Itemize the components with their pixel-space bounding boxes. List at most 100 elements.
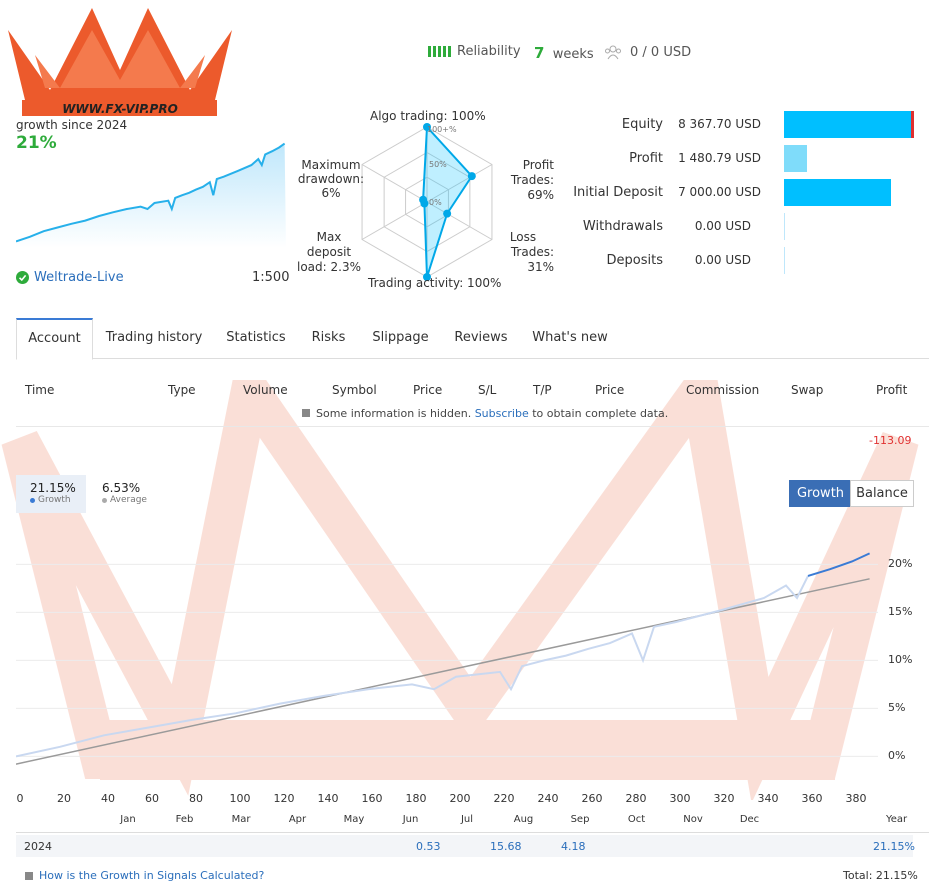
tab-account[interactable]: Account	[16, 318, 93, 360]
x-tick: 340	[757, 792, 779, 805]
radar-label-drawdown: Maximum drawdown: 6%	[297, 158, 365, 200]
tab-risks[interactable]: Risks	[311, 330, 346, 345]
tab-trading-history[interactable]: Trading history	[105, 330, 203, 345]
weeks-indicator: 7 weeks	[534, 44, 594, 62]
subscribers-value: 0 / 0 USD	[630, 44, 692, 60]
col-price[interactable]: Price	[413, 383, 443, 397]
growth-stat[interactable]: 21.15% Growth	[16, 475, 86, 513]
x-tick: 320	[713, 792, 735, 805]
year-jul-value: 15.68	[490, 840, 522, 853]
x-tick: 200	[449, 792, 471, 805]
col-price-close[interactable]: Price	[595, 383, 625, 397]
x-tick: 20	[57, 792, 71, 805]
x-tick: 100	[229, 792, 251, 805]
year-aug-value: 4.18	[561, 840, 586, 853]
withdrawals-label: Withdrawals	[582, 219, 663, 234]
x-tick: 80	[189, 792, 203, 805]
month-tick: Aug	[513, 814, 534, 825]
subscribers-icon	[605, 45, 621, 60]
broker-link[interactable]: Weltrade-Live	[34, 270, 124, 285]
col-time[interactable]: Time	[25, 383, 55, 397]
radar-scale-0: 0%	[429, 198, 442, 207]
growth-value: 21%	[16, 133, 57, 153]
year-jun-value: 0.53	[416, 840, 441, 853]
year-total-value: 21.15%	[873, 840, 915, 853]
radar-label-deposit-load: Max deposit load: 2.3%	[297, 230, 361, 274]
average-stat[interactable]: 6.53% Average	[88, 475, 158, 513]
help-link[interactable]: How is the Growth in Signals Calculated?	[39, 869, 265, 882]
lock-icon	[302, 409, 310, 417]
profit-bar	[784, 145, 808, 172]
profit-label: Profit	[629, 151, 663, 166]
month-tick: Jan	[120, 814, 136, 825]
radar-axis	[426, 164, 493, 203]
reliability-indicator[interactable]: Reliability	[428, 44, 521, 59]
x-tick: 280	[625, 792, 647, 805]
deposits-label: Deposits	[606, 253, 663, 268]
radar-label-profit: Profit Trades: 69%	[510, 158, 554, 202]
profit-value: 1 480.79 USD	[678, 151, 761, 165]
table-divider	[16, 426, 929, 427]
month-tick: May	[343, 814, 365, 825]
fx-vip-logo: WWW.FX-VIP.PRO	[8, 8, 232, 116]
year-row: 2024 0.53 15.68 4.18 21.15%	[16, 835, 915, 857]
month-tick: Feb	[175, 814, 194, 825]
radar-point-profit	[467, 172, 476, 181]
col-volume[interactable]: Volume	[243, 383, 288, 397]
col-swap[interactable]: Swap	[791, 383, 824, 397]
y-tick: 15%	[888, 605, 913, 619]
balance-button[interactable]: Balance	[850, 480, 914, 507]
average-dot-icon	[102, 497, 107, 503]
subscribe-link[interactable]: Subscribe	[474, 407, 529, 420]
radar-point-drawdown	[419, 195, 428, 204]
tab-slippage[interactable]: Slippage	[372, 330, 429, 345]
mini-growth-chart	[16, 142, 286, 248]
growth-stat-label: Growth	[38, 495, 71, 505]
growth-button[interactable]: Growth	[789, 480, 852, 507]
tab-bar: Account Trading history Statistics Risks…	[16, 318, 929, 360]
x-tick: 240	[537, 792, 559, 805]
x-tick: 140	[317, 792, 339, 805]
tab-reviews[interactable]: Reviews	[454, 330, 508, 345]
col-sl[interactable]: S/L	[478, 383, 497, 397]
year-label: 2024	[24, 840, 52, 853]
month-tick: Dec	[739, 814, 760, 825]
leverage-value: 1:500	[252, 270, 290, 285]
x-tick: 60	[145, 792, 159, 805]
y-tick: 10%	[888, 653, 913, 667]
month-tick: Apr	[288, 814, 307, 825]
tab-statistics[interactable]: Statistics	[226, 330, 286, 345]
tab-whats-new[interactable]: What's new	[532, 330, 608, 345]
weeks-label: weeks	[552, 47, 594, 62]
deposits-bar	[784, 247, 785, 274]
growth-line	[16, 575, 809, 758]
radar-axis	[426, 201, 493, 240]
x-tick: 180	[405, 792, 427, 805]
month-tick: Sep	[570, 814, 590, 825]
footer-total: Total: 21.15%	[843, 869, 918, 882]
radar-label-loss: Loss Trades: 31%	[509, 230, 554, 274]
subscribers-indicator: 0 / 0 USD	[604, 44, 691, 60]
average-stat-label: Average	[110, 495, 147, 505]
reliability-label: Reliability	[457, 44, 521, 59]
growth-since-label: growth since 2024	[16, 118, 128, 132]
month-tick: Nov	[683, 814, 703, 825]
broker-row[interactable]: Weltrade-Live	[16, 270, 124, 285]
x-tick: 300	[669, 792, 691, 805]
col-tp[interactable]: T/P	[533, 383, 552, 397]
radar-point-algo	[423, 123, 431, 131]
help-row[interactable]: How is the Growth in Signals Calculated?	[25, 869, 264, 882]
radar-chart: 100+% 50% 0%	[361, 123, 493, 281]
profit-total: -113.09	[869, 434, 912, 447]
radar-label-algo: Algo trading: 100%	[370, 109, 486, 123]
month-tick: Mar	[231, 814, 251, 825]
info-icon	[25, 871, 33, 880]
col-commission[interactable]: Commission	[686, 383, 760, 397]
col-type[interactable]: Type	[168, 383, 196, 397]
year-divider	[16, 832, 929, 833]
growth-dot-icon	[30, 497, 35, 503]
col-symbol[interactable]: Symbol	[332, 383, 377, 397]
x-tick: 0	[16, 792, 24, 805]
logo-text: WWW.FX-VIP.PRO	[62, 102, 178, 116]
col-profit[interactable]: Profit	[876, 383, 908, 397]
